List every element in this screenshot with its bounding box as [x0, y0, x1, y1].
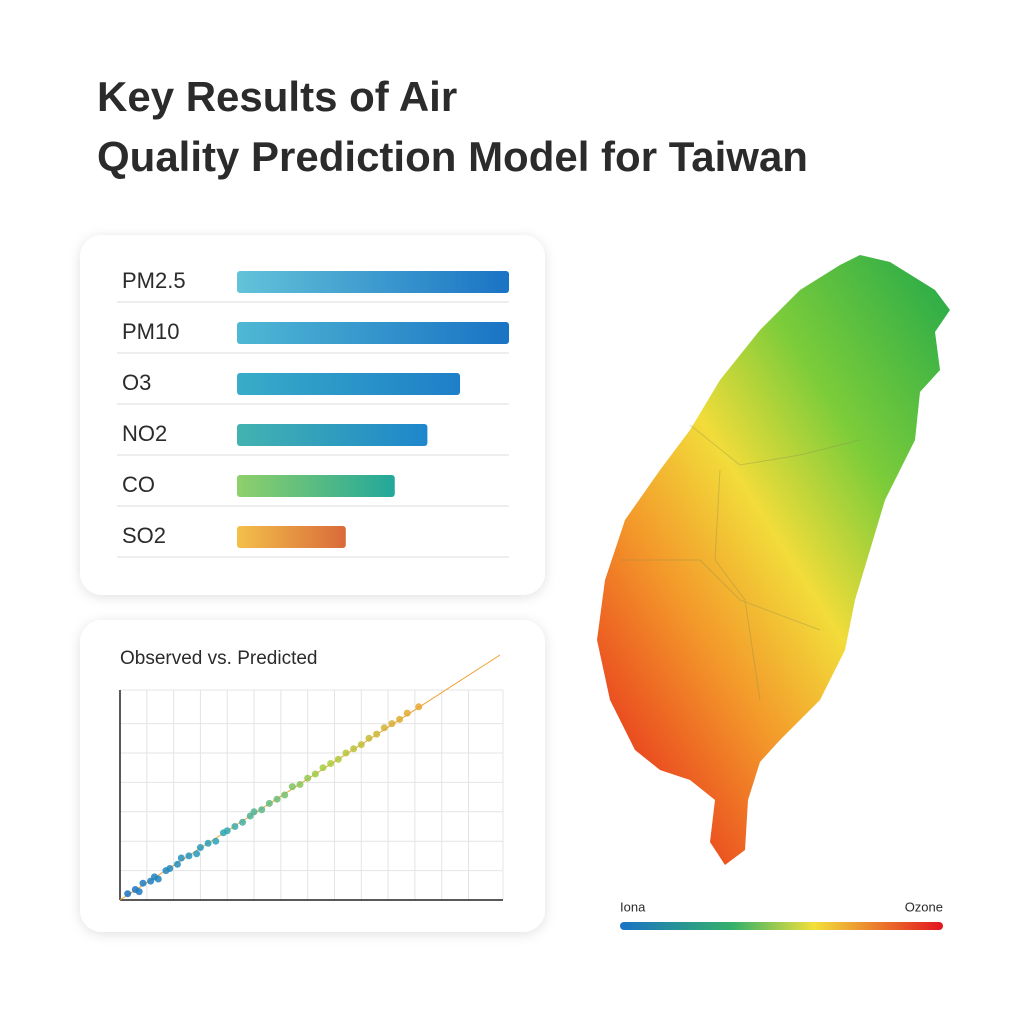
- point: [403, 709, 411, 717]
- legend-label: Ozone: [905, 899, 943, 914]
- point: [135, 888, 143, 896]
- bar: [237, 424, 428, 446]
- point: [357, 741, 365, 749]
- point: [204, 839, 212, 847]
- point: [124, 890, 132, 898]
- point: [373, 730, 381, 738]
- bar: [237, 526, 346, 548]
- point: [281, 791, 289, 799]
- bar-label: NO2: [122, 421, 167, 446]
- point: [231, 823, 239, 830]
- point: [342, 749, 350, 757]
- point: [380, 724, 388, 732]
- colorbar: [620, 922, 943, 930]
- point: [334, 755, 342, 763]
- point: [239, 818, 247, 826]
- point: [311, 770, 319, 778]
- point: [388, 720, 396, 728]
- point: [154, 875, 162, 883]
- point: [166, 865, 174, 872]
- legend-label: Iona: [620, 899, 646, 914]
- point: [193, 850, 201, 858]
- point: [415, 703, 423, 711]
- point: [350, 745, 358, 753]
- bar-label: O3: [122, 370, 151, 395]
- point: [288, 783, 296, 791]
- bar: [237, 475, 395, 497]
- point: [273, 795, 281, 803]
- point: [177, 854, 185, 862]
- point: [185, 852, 193, 860]
- point: [250, 808, 258, 816]
- point: [212, 837, 220, 845]
- taiwan-map: [597, 255, 950, 865]
- bar-label: CO: [122, 472, 155, 497]
- bar: [237, 373, 461, 395]
- point: [258, 806, 266, 814]
- point: [196, 844, 204, 851]
- title-line: Key Results of Air: [97, 73, 457, 120]
- bar-label: PM10: [122, 319, 179, 344]
- bar: [237, 322, 509, 344]
- bar-label: PM2.5: [122, 268, 186, 293]
- chart-title: Observed vs. Predicted: [120, 648, 317, 669]
- point: [139, 879, 147, 887]
- point: [396, 715, 404, 723]
- bar: [237, 271, 509, 293]
- title-line: Quality Prediction Model for Taiwan: [97, 133, 808, 180]
- map-borders: [620, 424, 861, 701]
- bar-label: SO2: [122, 523, 166, 548]
- point: [304, 774, 312, 782]
- point: [265, 799, 273, 807]
- point: [319, 764, 327, 772]
- point: [327, 760, 335, 767]
- point: [173, 860, 181, 868]
- point: [365, 734, 373, 742]
- point: [223, 827, 231, 835]
- point: [296, 781, 304, 788]
